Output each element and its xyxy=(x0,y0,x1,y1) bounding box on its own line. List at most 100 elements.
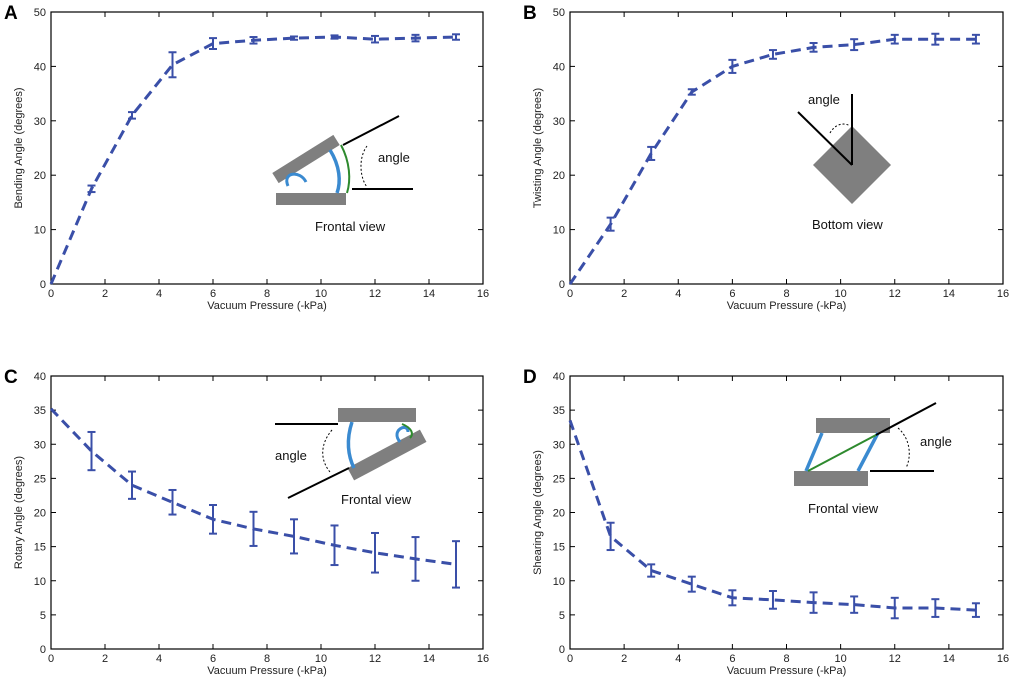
y-tick-label: 40 xyxy=(34,61,46,73)
error-bar xyxy=(452,33,460,41)
inset-shearing-schematic: angle Frontal view xyxy=(794,402,952,516)
panel-letter: D xyxy=(523,367,537,388)
x-tick-label: 2 xyxy=(102,653,108,665)
chart-panel-d: D 0 2 4 6 8 10 12 14 16 0 5 10 15 20 25 30 35 40 Vacuum Pre… xyxy=(523,367,1009,677)
y-tick-label: 10 xyxy=(34,576,46,588)
error-bar xyxy=(290,518,298,555)
inset-caption: Frontal view xyxy=(808,501,879,516)
x-tick-label: 12 xyxy=(889,653,901,665)
inset-angle-label: angle xyxy=(808,92,840,107)
x-tick-label: 4 xyxy=(675,288,681,300)
error-bar xyxy=(687,575,696,593)
plot-frame xyxy=(50,11,484,285)
y-tick-label: 5 xyxy=(40,610,46,622)
error-bar xyxy=(809,591,818,614)
error-bar xyxy=(249,510,258,547)
error-bar xyxy=(931,598,940,618)
inset-caption: Frontal view xyxy=(341,492,412,507)
series-line xyxy=(568,419,976,612)
error-bar xyxy=(931,32,940,46)
x-tick-label: 16 xyxy=(477,653,489,665)
y-axis-title: Twisting Angle (degrees) xyxy=(532,88,544,208)
x-tick-label: 6 xyxy=(210,653,216,665)
error-bar xyxy=(128,111,136,120)
error-bar xyxy=(890,33,899,45)
y-tick-label: 0 xyxy=(559,644,565,656)
y-tick-label: 25 xyxy=(553,473,565,485)
error-bar xyxy=(850,595,859,614)
y-tick-label: 10 xyxy=(553,225,565,237)
angle-line-upper xyxy=(875,402,937,436)
error-bar xyxy=(606,216,615,232)
reference-diagonal-icon xyxy=(807,434,877,472)
reference-arc-icon xyxy=(401,423,413,439)
x-tick-label: 14 xyxy=(943,288,955,300)
x-tick-label: 14 xyxy=(943,653,955,665)
error-bar xyxy=(850,38,859,52)
actuator-arc-icon xyxy=(328,149,341,194)
inset-angle-label: angle xyxy=(378,150,410,165)
y-tick-label: 50 xyxy=(34,7,46,19)
y-tick-label: 30 xyxy=(34,116,46,128)
chart-panel-a: A 0 2 4 6 8 10 12 14 16 0 10 20 30 40 50 Vacuum Pressure… xyxy=(4,3,489,312)
x-tick-label: 0 xyxy=(48,653,54,665)
angle-line-upper xyxy=(342,115,400,146)
y-tick-label: 30 xyxy=(553,116,565,128)
tilted-plate xyxy=(347,429,427,481)
x-tick-label: 2 xyxy=(102,288,108,300)
error-bar xyxy=(168,51,177,79)
x-tick-label: 10 xyxy=(315,653,327,665)
base-plate xyxy=(276,193,346,205)
x-tick-label: 8 xyxy=(783,288,789,300)
y-tick-label: 20 xyxy=(34,508,46,520)
angle-line-lower xyxy=(287,467,350,499)
error-bar xyxy=(971,33,980,45)
angle-arc-icon xyxy=(829,123,851,134)
y-tick-label: 10 xyxy=(553,576,565,588)
chart-panel-b: B 0 2 4 6 8 10 12 14 16 0 10 20 30 40 50 Vacuum Pressure… xyxy=(523,3,1009,312)
y-axis-title: Rotary Angle (degrees) xyxy=(13,456,25,569)
x-tick-label: 12 xyxy=(889,288,901,300)
x-tick-label: 16 xyxy=(997,288,1009,300)
x-tick-label: 4 xyxy=(156,288,162,300)
x-tick-label: 8 xyxy=(783,653,789,665)
x-tick-label: 2 xyxy=(621,653,627,665)
reference-arc-icon xyxy=(340,144,351,194)
x-tick-label: 4 xyxy=(156,653,162,665)
y-tick-label: 40 xyxy=(34,371,46,383)
x-tick-label: 4 xyxy=(675,653,681,665)
error-bar xyxy=(168,488,177,516)
top-plate xyxy=(338,408,416,422)
error-bar xyxy=(330,34,339,40)
inset-rotary-schematic: angle Frontal view xyxy=(275,408,427,507)
inset-twisting-schematic: angle Bottom view xyxy=(797,92,891,232)
y-tick-label: 30 xyxy=(553,439,565,451)
angle-arc-icon xyxy=(322,429,333,473)
angle-line-diagonal xyxy=(797,111,853,166)
y-tick-label: 10 xyxy=(34,225,46,237)
y-tick-label: 0 xyxy=(559,279,565,291)
error-bar xyxy=(647,563,656,578)
x-tick-label: 10 xyxy=(835,288,847,300)
x-tick-label: 10 xyxy=(835,653,847,665)
y-tick-label: 35 xyxy=(34,405,46,417)
x-tick-label: 2 xyxy=(621,288,627,300)
error-bar xyxy=(209,37,217,50)
x-tick-label: 14 xyxy=(423,653,435,665)
error-bar xyxy=(330,524,339,567)
error-bar xyxy=(452,540,460,589)
series-line xyxy=(568,37,976,285)
x-tick-label: 6 xyxy=(729,653,735,665)
y-axis-title: Shearing Angle (degrees) xyxy=(532,450,544,575)
error-bar xyxy=(728,58,737,74)
angle-arc-icon xyxy=(360,145,368,188)
error-bar xyxy=(687,88,696,96)
y-tick-label: 20 xyxy=(34,170,46,182)
inset-angle-label: angle xyxy=(275,448,307,463)
error-bar xyxy=(209,503,217,535)
y-tick-label: 50 xyxy=(553,7,565,19)
x-tick-label: 12 xyxy=(369,288,381,300)
x-axis-title: Vacuum Pressure (-kPa) xyxy=(727,665,847,677)
x-tick-label: 16 xyxy=(477,288,489,300)
